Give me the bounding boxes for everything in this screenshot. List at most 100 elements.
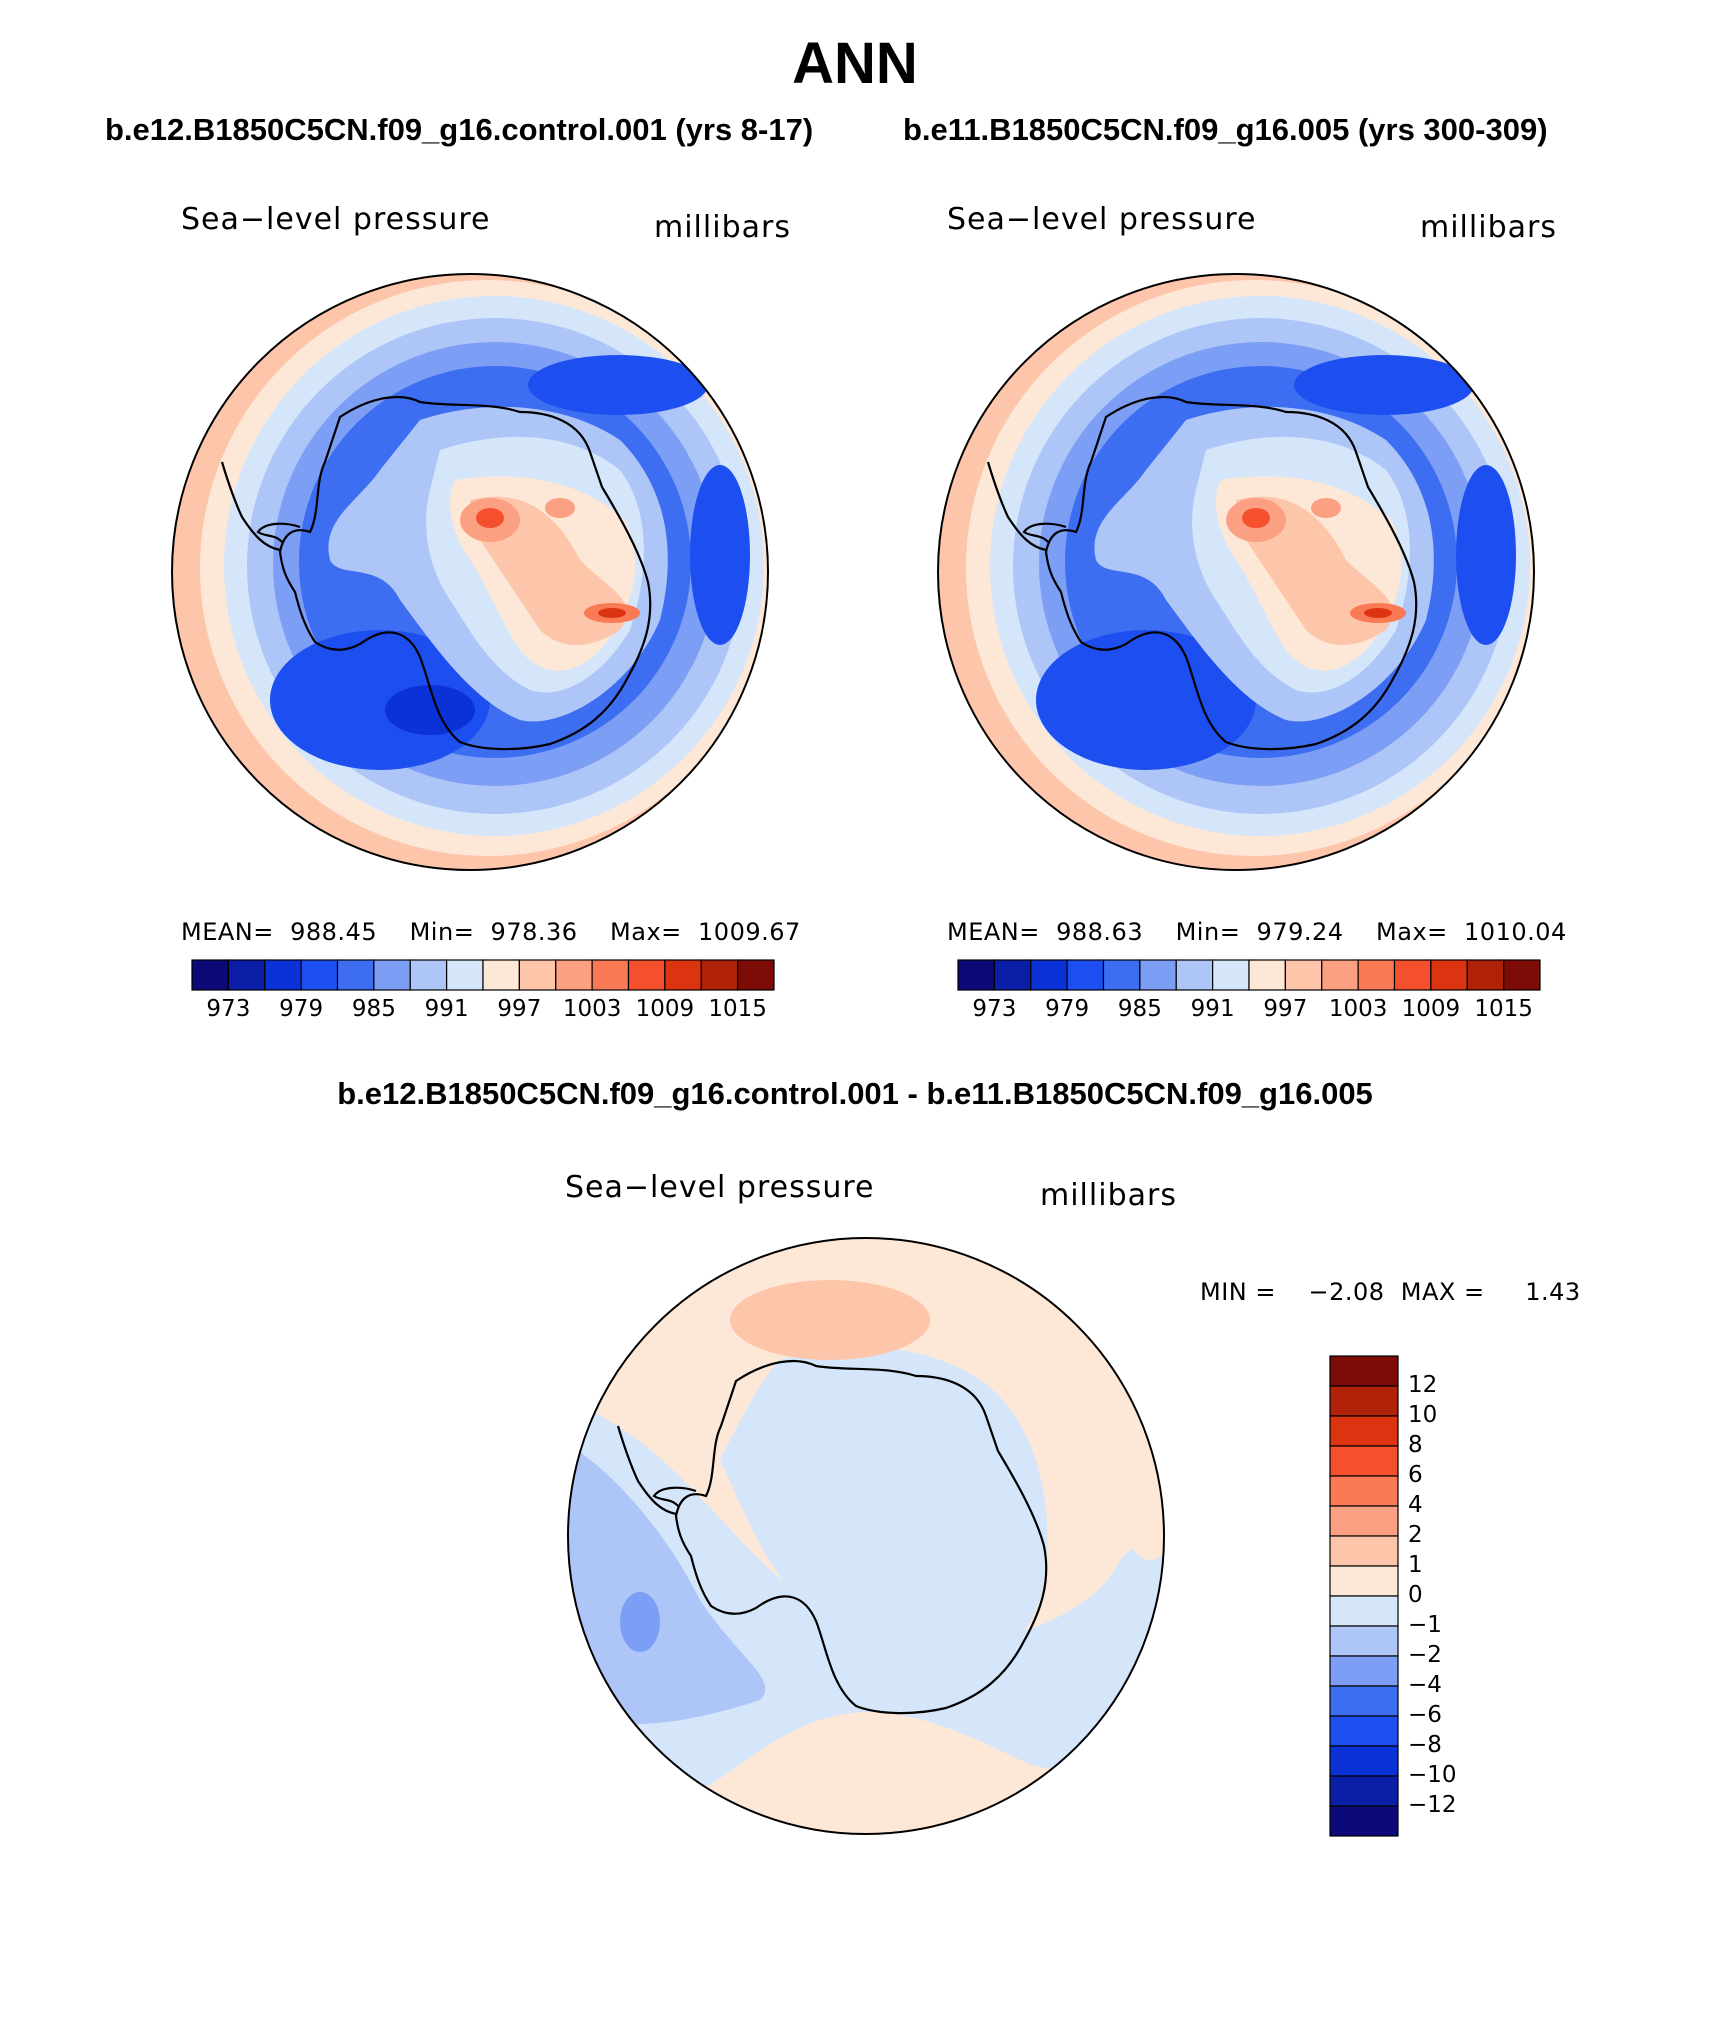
right-colorbar-swatch <box>1321 959 1359 991</box>
figure-title: ANN <box>792 31 918 96</box>
difference-colorbar-tick-label: 6 <box>1408 1462 1423 1488</box>
difference-colorbar-tick-label: 10 <box>1408 1402 1438 1428</box>
right-map-border <box>937 273 1535 871</box>
right-colorbar-swatch <box>1466 959 1505 991</box>
difference-colorbar-swatch <box>1329 1565 1399 1597</box>
right-colorbar-swatch <box>1139 959 1177 991</box>
difference-colorbar-tick-label: −10 <box>1408 1762 1457 1788</box>
difference-colorbar-swatch <box>1329 1685 1399 1717</box>
left-colorbar-swatch <box>627 959 666 991</box>
right-units-label: millibars <box>1420 210 1557 245</box>
right-colorbar-swatch <box>1393 959 1432 991</box>
right-colorbar-tick-label: 1009 <box>1401 996 1461 1022</box>
right-colorbar-swatch <box>1066 959 1105 991</box>
difference-map-border <box>567 1237 1165 1835</box>
right-colorbar-swatch <box>1503 959 1541 991</box>
left-map-border <box>171 273 769 871</box>
right-stats: MEAN= 988.63 Min= 979.24 Max= 1010.04 <box>947 918 1567 946</box>
left-units-label: millibars <box>654 210 791 245</box>
left-colorbar-swatch <box>555 959 593 991</box>
left-colorbar-swatch <box>664 959 702 991</box>
right-colorbar-tick-label: 973 <box>972 996 1017 1022</box>
difference-colorbar-swatch <box>1329 1805 1399 1837</box>
difference-colorbar-swatch <box>1329 1535 1399 1567</box>
difference-map <box>568 1238 1164 1834</box>
left-colorbar-swatch <box>446 959 484 991</box>
difference-title: b.e12.B1850C5CN.f09_g16.control.001 - b.… <box>337 1076 1373 1111</box>
left-colorbar-swatch <box>336 959 375 991</box>
difference-colorbar-tick-label: 1 <box>1408 1552 1423 1578</box>
left-colorbar-swatch <box>482 959 520 991</box>
left-colorbar-swatch <box>700 959 739 991</box>
left-colorbar-tick-label: 1009 <box>635 996 695 1022</box>
left-colorbar-tick-label: 991 <box>424 996 469 1022</box>
difference-colorbar-swatch <box>1329 1745 1399 1777</box>
right-colorbar-swatch <box>957 959 995 991</box>
right-colorbar-tick-label: 991 <box>1190 996 1235 1022</box>
difference-stats: MIN = −2.08 MAX = 1.43 <box>1200 1278 1581 1306</box>
difference-units-label: millibars <box>1040 1178 1177 1213</box>
difference-colorbar-swatch <box>1329 1715 1399 1747</box>
left-colorbar-swatch <box>300 959 339 991</box>
right-colorbar-swatch <box>993 959 1032 991</box>
left-colorbar-tick-label: 979 <box>279 996 324 1022</box>
left-variable-label: Sea−level pressure <box>181 202 491 237</box>
right-colorbar-swatch <box>1357 959 1396 991</box>
left-colorbar-tick-label: 985 <box>351 996 396 1022</box>
left-colorbar-swatch <box>191 959 229 991</box>
left-colorbar-tick-label: 997 <box>497 996 542 1022</box>
right-colorbar-swatch <box>1284 959 1323 991</box>
difference-colorbar-swatch <box>1329 1385 1399 1417</box>
right-colorbar-swatch <box>1102 959 1141 991</box>
difference-colorbar-swatch <box>1329 1595 1399 1627</box>
left-colorbar-tick-label: 1015 <box>708 996 767 1022</box>
left-colorbar-swatch <box>518 959 557 991</box>
difference-colorbar-tick-label: 12 <box>1408 1372 1438 1398</box>
difference-colorbar-swatch <box>1329 1775 1399 1807</box>
right-colorbar-tick-label: 985 <box>1117 996 1162 1022</box>
right-colorbar-tick-label: 997 <box>1263 996 1308 1022</box>
difference-colorbar-tick-label: 8 <box>1408 1432 1423 1458</box>
difference-colorbar-swatch <box>1329 1415 1399 1447</box>
difference-colorbar-swatch <box>1329 1655 1399 1687</box>
left-colorbar <box>191 959 775 991</box>
difference-colorbar-tick-label: −4 <box>1408 1672 1442 1698</box>
left-map <box>172 274 768 870</box>
right-colorbar-swatch <box>1175 959 1214 991</box>
difference-colorbar-swatch <box>1329 1625 1399 1657</box>
left-colorbar-swatch <box>737 959 775 991</box>
right-colorbar-tick-label: 979 <box>1045 996 1090 1022</box>
right-colorbar-swatch <box>1212 959 1250 991</box>
right-colorbar-tick-label: 1015 <box>1474 996 1533 1022</box>
left-colorbar-swatch <box>373 959 411 991</box>
difference-variable-label: Sea−level pressure <box>565 1170 875 1205</box>
difference-colorbar-tick-label: 4 <box>1408 1492 1423 1518</box>
right-colorbar-swatch <box>1248 959 1286 991</box>
right-map <box>938 274 1534 870</box>
difference-colorbar-swatch <box>1329 1355 1399 1387</box>
right-colorbar <box>957 959 1541 991</box>
left-colorbar-swatch <box>264 959 302 991</box>
left-stats: MEAN= 988.45 Min= 978.36 Max= 1009.67 <box>181 918 801 946</box>
left-case-title: b.e12.B1850C5CN.f09_g16.control.001 (yrs… <box>105 112 814 147</box>
left-colorbar-swatch <box>409 959 448 991</box>
difference-colorbar-tick-label: 2 <box>1408 1522 1423 1548</box>
difference-colorbar-tick-label: −1 <box>1408 1612 1442 1638</box>
difference-colorbar-tick-label: −2 <box>1408 1642 1442 1668</box>
difference-colorbar-tick-label: −8 <box>1408 1732 1442 1758</box>
difference-colorbar <box>1329 1355 1399 1837</box>
right-colorbar-swatch <box>1030 959 1068 991</box>
difference-colorbar-swatch <box>1329 1445 1399 1477</box>
left-colorbar-tick-label: 1003 <box>562 996 622 1022</box>
difference-colorbar-swatch <box>1329 1475 1399 1507</box>
difference-colorbar-tick-label: −6 <box>1408 1702 1442 1728</box>
right-colorbar-swatch <box>1430 959 1468 991</box>
right-case-title: b.e11.B1850C5CN.f09_g16.005 (yrs 300-309… <box>903 112 1548 147</box>
left-colorbar-swatch <box>591 959 630 991</box>
right-colorbar-tick-label: 1003 <box>1328 996 1388 1022</box>
difference-colorbar-swatch <box>1329 1505 1399 1537</box>
difference-colorbar-tick-label: −12 <box>1408 1792 1457 1818</box>
right-variable-label: Sea−level pressure <box>947 202 1257 237</box>
left-colorbar-tick-label: 973 <box>206 996 251 1022</box>
